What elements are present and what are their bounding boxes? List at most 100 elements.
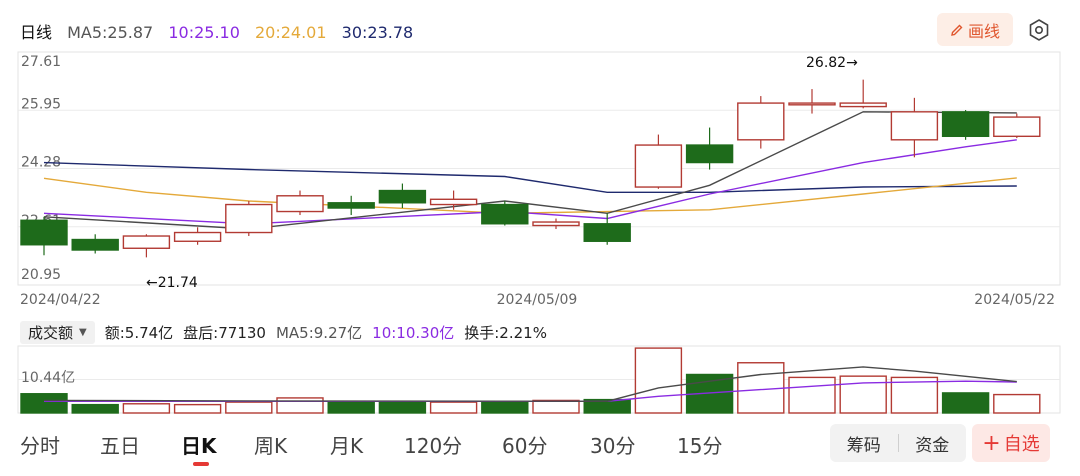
candle-body: [71, 238, 119, 251]
add-watchlist-button[interactable]: + 自选: [972, 424, 1050, 462]
draw-line-button[interactable]: 画线: [937, 13, 1013, 46]
volume-bar: [532, 399, 580, 414]
after-hours-volume: 盘后:77130: [183, 323, 266, 342]
volume-bars: [20, 347, 1041, 414]
volume-bar: [993, 393, 1041, 414]
plus-icon: +: [982, 430, 1001, 456]
price-tick-label: 20.95: [21, 267, 61, 283]
candle-body: [737, 102, 785, 141]
ma30-value: 30:23.78: [341, 23, 414, 42]
ma20-value: 20:24.01: [254, 23, 327, 42]
candle-body: [788, 102, 836, 106]
candle-body: [225, 203, 273, 234]
candle-body: [839, 102, 887, 108]
volume-ma5-line: [43, 366, 1017, 403]
candlestick: [173, 227, 222, 245]
volume-bar: [481, 400, 529, 414]
dropdown-arrow-icon: ▼: [79, 326, 87, 338]
tab-15min[interactable]: 15分: [677, 434, 723, 458]
tab-weekly-k[interactable]: 周K: [254, 434, 288, 458]
date-axis: 2024/04/22 2024/05/09 2024/05/22: [20, 292, 1055, 308]
candle-body: [993, 116, 1041, 138]
active-tab-indicator: [193, 462, 209, 466]
candlestick-series: [20, 79, 1041, 258]
divider: [897, 434, 899, 452]
volume-bar: [634, 347, 683, 414]
volume-bar: [429, 401, 478, 414]
tab-30min[interactable]: 30分: [590, 434, 636, 458]
ma20-line: [43, 177, 1017, 215]
candlestick: [327, 195, 375, 216]
volume-ma-lines: [43, 366, 1017, 403]
candlestick: [737, 96, 785, 149]
funds-button[interactable]: 资金: [915, 435, 950, 456]
chips-button[interactable]: 筹码: [846, 435, 881, 456]
tab-daily-k[interactable]: 日K: [181, 434, 217, 458]
candle-body: [327, 202, 375, 209]
volume-ma5: MA5:9.27亿: [275, 323, 363, 342]
volume-bar: [788, 376, 836, 414]
volume-bar: [71, 403, 119, 414]
add-watchlist-label: 自选: [1003, 434, 1040, 455]
volume-bar: [737, 362, 785, 414]
candle-body: [634, 144, 683, 188]
ma10-line: [43, 139, 1017, 225]
candlestick: [634, 134, 683, 189]
candlestick: [788, 89, 836, 114]
volume-bar: [378, 400, 427, 414]
candle-body: [276, 195, 324, 213]
price-tick-label: 25.95: [21, 96, 61, 112]
candle-body: [429, 198, 478, 206]
candle-body: [941, 111, 990, 138]
chart-grid: [17, 51, 1061, 286]
volume-bar: [941, 392, 990, 414]
ma5-value: MA5:25.87: [67, 23, 154, 42]
candlestick: [481, 201, 529, 226]
tab-60min[interactable]: 60分: [502, 434, 548, 458]
period-label: 日线: [20, 23, 53, 42]
candlestick: [890, 97, 939, 158]
candle-body: [481, 203, 529, 225]
volume-bar: [327, 401, 375, 414]
candle-body: [20, 219, 68, 246]
volume-bar: [122, 403, 171, 414]
candlestick: [839, 79, 887, 109]
tab-intraday[interactable]: 分时: [20, 434, 60, 458]
price-tick-label: 24.28: [21, 155, 61, 171]
candlestick: [941, 110, 990, 140]
candle-body: [173, 231, 222, 242]
tab-monthly-k[interactable]: 月K: [330, 434, 364, 458]
volume-bar: [890, 376, 939, 414]
low-annotation: ←21.74: [146, 275, 198, 291]
turnover-rate: 换手:2.21%: [464, 323, 547, 342]
candle-body: [378, 189, 427, 204]
candlestick: [583, 213, 631, 245]
date-tick-label: 2024/04/22: [20, 292, 101, 308]
volume-ma10: 10:10.30亿: [372, 323, 455, 342]
candle-body: [122, 235, 171, 249]
date-tick-label: 2024/05/22: [974, 292, 1055, 308]
gear-icon[interactable]: [1026, 17, 1052, 43]
candlestick: [122, 234, 171, 258]
tab-five-day[interactable]: 五日: [100, 434, 140, 458]
tab-120min[interactable]: 120分: [404, 434, 463, 458]
candlestick: [276, 190, 324, 216]
candle-body: [583, 223, 631, 242]
volume-bar: [20, 393, 68, 414]
volume-indicator-dropdown[interactable]: 成交额 ▼: [20, 320, 95, 344]
ma5-line: [43, 111, 1017, 230]
candlestick: [225, 201, 273, 237]
pencil-icon: [951, 24, 963, 36]
volume-bar: [583, 398, 631, 414]
moving-average-lines: [43, 111, 1017, 230]
candlestick: [993, 113, 1041, 139]
price-tick-label: 27.61: [21, 54, 61, 70]
period-tabs: 分时 五日 日K 周K 月K 120分 60分 30分 15分: [0, 424, 1080, 476]
volume-axis-label: 10.44亿: [21, 370, 75, 386]
ma30-line: [43, 161, 1017, 193]
date-tick-label: 2024/05/09: [497, 292, 578, 308]
volume-indicator-label: 成交额: [28, 323, 74, 342]
candlestick: [685, 127, 734, 170]
